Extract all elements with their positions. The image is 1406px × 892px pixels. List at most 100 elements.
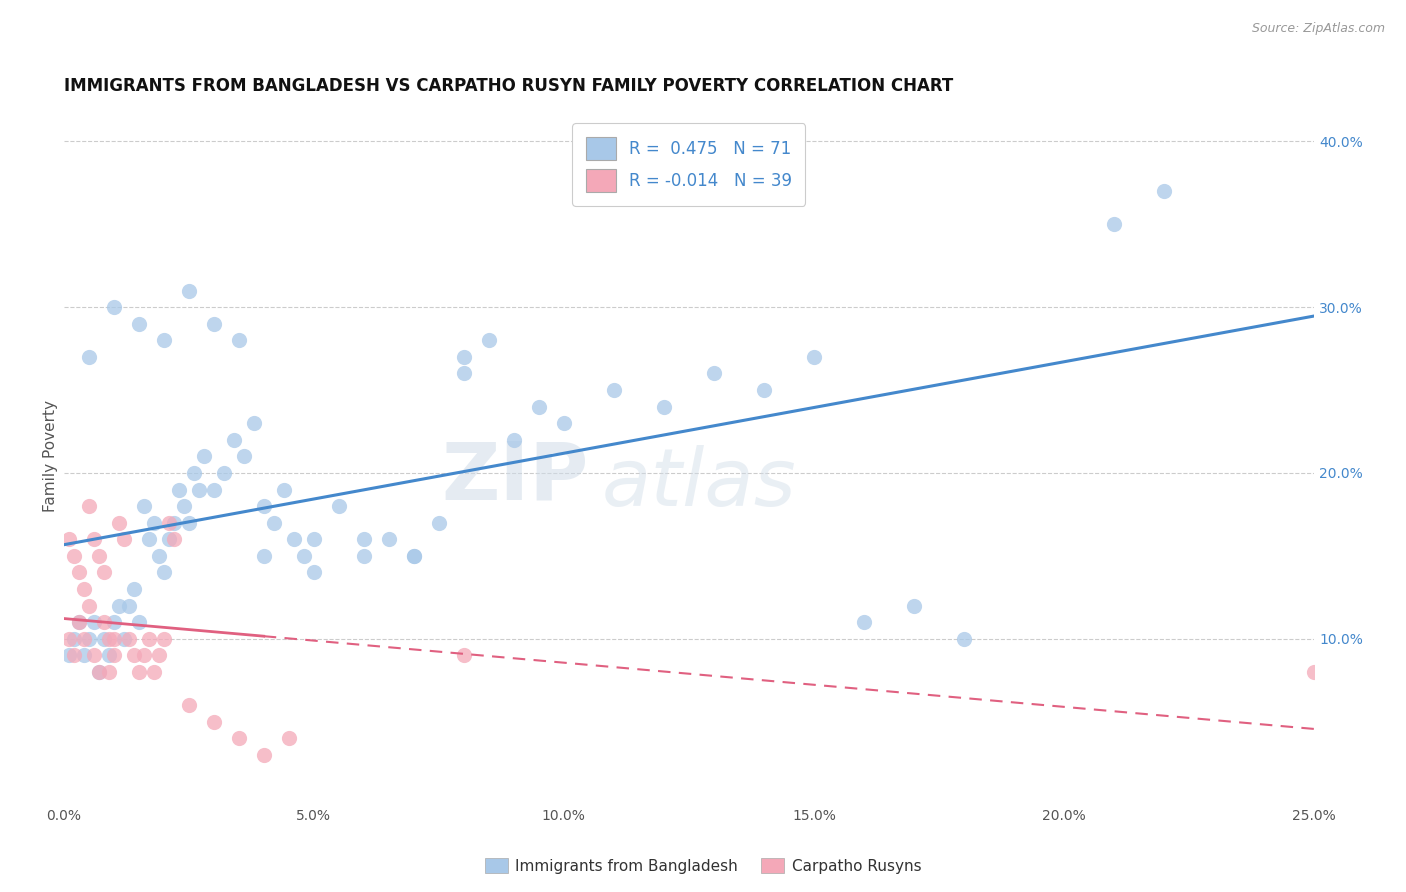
Point	[157, 533, 180, 547]
Point	[152, 333, 174, 347]
Point	[62, 549, 84, 563]
Point	[77, 350, 100, 364]
Point	[103, 615, 125, 630]
Point	[803, 350, 825, 364]
Point	[1102, 217, 1125, 231]
Point	[152, 566, 174, 580]
Point	[193, 450, 215, 464]
Point	[173, 499, 195, 513]
Point	[138, 632, 160, 646]
Point	[553, 416, 575, 430]
Point	[148, 549, 170, 563]
Y-axis label: Family Poverty: Family Poverty	[44, 401, 58, 512]
Point	[478, 333, 501, 347]
Point	[67, 615, 90, 630]
Point	[283, 533, 305, 547]
Point	[77, 499, 100, 513]
Point	[148, 648, 170, 663]
Point	[142, 665, 165, 679]
Point	[73, 632, 96, 646]
Point	[228, 731, 250, 746]
Point	[652, 400, 675, 414]
Point	[292, 549, 315, 563]
Legend: R =  0.475   N = 71, R = -0.014   N = 39: R = 0.475 N = 71, R = -0.014 N = 39	[572, 123, 806, 205]
Point	[87, 665, 110, 679]
Point	[378, 533, 401, 547]
Point	[142, 516, 165, 530]
Point	[167, 483, 190, 497]
Point	[183, 466, 205, 480]
Point	[253, 499, 276, 513]
Point	[87, 665, 110, 679]
Point	[253, 549, 276, 563]
Point	[67, 566, 90, 580]
Point	[163, 533, 186, 547]
Point	[107, 516, 129, 530]
Point	[242, 416, 264, 430]
Text: ZIP: ZIP	[441, 438, 589, 516]
Point	[212, 466, 235, 480]
Point	[87, 549, 110, 563]
Point	[953, 632, 976, 646]
Point	[202, 317, 225, 331]
Point	[232, 450, 254, 464]
Point	[328, 499, 350, 513]
Point	[58, 632, 80, 646]
Point	[128, 317, 150, 331]
Point	[752, 383, 775, 397]
Text: Source: ZipAtlas.com: Source: ZipAtlas.com	[1251, 22, 1385, 36]
Point	[58, 648, 80, 663]
Point	[93, 632, 115, 646]
Point	[97, 665, 120, 679]
Point	[93, 566, 115, 580]
Point	[83, 648, 105, 663]
Point	[228, 333, 250, 347]
Point	[427, 516, 450, 530]
Point	[273, 483, 295, 497]
Point	[187, 483, 209, 497]
Point	[83, 533, 105, 547]
Point	[402, 549, 425, 563]
Point	[77, 632, 100, 646]
Point	[222, 433, 245, 447]
Point	[1153, 184, 1175, 198]
Point	[103, 632, 125, 646]
Point	[353, 549, 375, 563]
Point	[112, 533, 135, 547]
Point	[263, 516, 285, 530]
Point	[112, 632, 135, 646]
Point	[157, 516, 180, 530]
Point	[453, 350, 475, 364]
Point	[852, 615, 875, 630]
Text: atlas: atlas	[602, 445, 796, 524]
Point	[122, 648, 145, 663]
Point	[128, 615, 150, 630]
Point	[132, 499, 155, 513]
Point	[107, 599, 129, 613]
Legend: Immigrants from Bangladesh, Carpatho Rusyns: Immigrants from Bangladesh, Carpatho Rus…	[478, 852, 928, 880]
Point	[277, 731, 299, 746]
Point	[118, 632, 141, 646]
Point	[73, 648, 96, 663]
Point	[97, 648, 120, 663]
Point	[502, 433, 524, 447]
Point	[163, 516, 186, 530]
Text: IMMIGRANTS FROM BANGLADESH VS CARPATHO RUSYN FAMILY POVERTY CORRELATION CHART: IMMIGRANTS FROM BANGLADESH VS CARPATHO R…	[63, 78, 953, 95]
Point	[122, 582, 145, 596]
Point	[202, 714, 225, 729]
Point	[58, 533, 80, 547]
Point	[903, 599, 925, 613]
Point	[97, 632, 120, 646]
Point	[83, 615, 105, 630]
Point	[103, 300, 125, 314]
Point	[73, 582, 96, 596]
Point	[103, 648, 125, 663]
Point	[93, 615, 115, 630]
Point	[132, 648, 155, 663]
Point	[302, 566, 325, 580]
Point	[177, 284, 200, 298]
Point	[67, 615, 90, 630]
Point	[118, 599, 141, 613]
Point	[202, 483, 225, 497]
Point	[453, 367, 475, 381]
